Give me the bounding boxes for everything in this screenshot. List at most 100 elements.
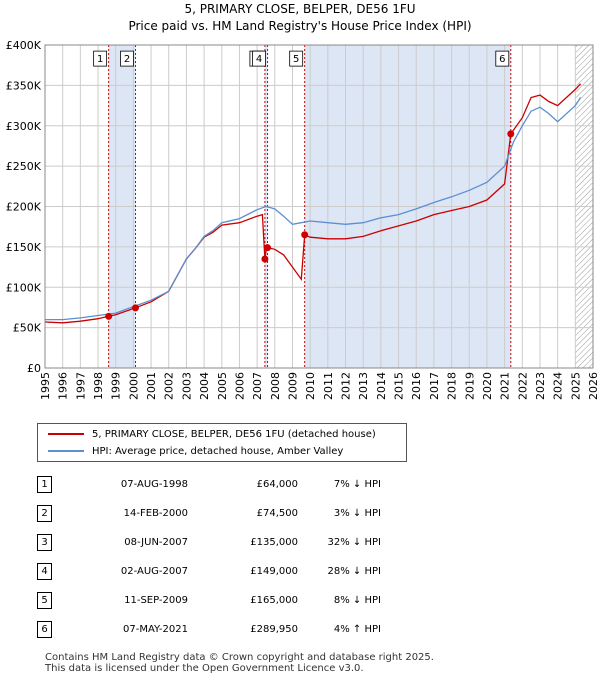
transaction-price: £289,950 xyxy=(250,624,298,635)
x-tick-label: 2007 xyxy=(251,372,264,400)
x-tick-label: 2005 xyxy=(216,372,229,400)
legend-label-hpi: HPI: Average price, detached house, Ambe… xyxy=(92,446,344,457)
property-price-line xyxy=(44,83,582,324)
transaction-date: 14-FEB-2000 xyxy=(123,508,188,519)
transaction-point xyxy=(261,255,269,263)
x-tick-label: 2004 xyxy=(198,372,211,400)
x-tick-label: 2014 xyxy=(375,372,388,400)
legend-swatch-blue xyxy=(48,450,84,452)
x-tick-label: 2022 xyxy=(516,372,529,400)
legend-entry-hpi: HPI: Average price, detached house, Ambe… xyxy=(48,444,343,460)
transaction-date: 11-SEP-2009 xyxy=(124,595,188,606)
legend-entry-property: 5, PRIMARY CLOSE, BELPER, DE56 1FU (deta… xyxy=(48,427,376,443)
x-tick-label: 2021 xyxy=(499,372,512,400)
transaction-hpi-diff: 3% ↓ HPI xyxy=(333,508,381,519)
y-tick-label: £50K xyxy=(13,322,42,335)
transaction-extra xyxy=(381,615,411,644)
y-tick-label: £100K xyxy=(6,281,42,294)
y-tick-label: £200K xyxy=(6,201,42,214)
table-row: 1 07-AUG-1998 £64,000 7% ↓ HPI xyxy=(37,470,411,499)
x-tick-label: 1996 xyxy=(57,372,70,400)
transaction-hpi-diff: 32% ↓ HPI xyxy=(327,537,381,548)
chart-title-line2: Price paid vs. HM Land Registry's House … xyxy=(128,19,472,33)
transaction-label-box xyxy=(495,50,510,67)
transaction-date: 08-JUN-2007 xyxy=(124,537,188,548)
transaction-extra xyxy=(381,586,411,615)
hpi-line xyxy=(45,97,582,321)
footer: Contains HM Land Registry data © Crown c… xyxy=(45,652,434,674)
transaction-number-badge: 1 xyxy=(37,476,52,493)
table-row: 4 02-AUG-2007 £149,000 28% ↓ HPI xyxy=(37,557,411,586)
x-tick-label: 2008 xyxy=(269,372,282,400)
y-tick-label: £350K xyxy=(6,79,42,92)
transaction-number-badge: 4 xyxy=(37,563,52,580)
transaction-number-badge: 5 xyxy=(37,592,52,609)
chart-title-line1: 5, PRIMARY CLOSE, BELPER, DE56 1FU xyxy=(184,2,416,16)
x-tick-label: 2000 xyxy=(127,372,140,400)
x-tick-label: 2024 xyxy=(552,372,565,400)
transaction-label-box xyxy=(93,50,108,67)
x-tick-label: 1998 xyxy=(92,372,105,400)
transaction-hpi-diff: 8% ↓ HPI xyxy=(333,595,381,606)
y-tick-label: £400K xyxy=(6,39,42,52)
transaction-number-badge: 2 xyxy=(37,505,52,522)
table-row: 3 08-JUN-2007 £135,000 32% ↓ HPI xyxy=(37,528,411,557)
transaction-date: 02-AUG-2007 xyxy=(120,566,188,577)
transaction-date: 07-AUG-1998 xyxy=(120,479,188,490)
transaction-extra xyxy=(381,470,411,499)
x-tick-label: 1997 xyxy=(74,372,87,400)
transaction-price: £74,500 xyxy=(256,508,298,519)
x-tick-label: 2026 xyxy=(587,372,600,400)
transaction-hpi-diff: 4% ↑ HPI xyxy=(333,624,381,635)
transaction-label-box xyxy=(252,50,266,67)
x-tick-label: 2011 xyxy=(322,372,335,400)
x-tick-label: 2001 xyxy=(145,372,158,400)
transaction-number-badge: 6 xyxy=(37,621,52,638)
x-tick-label: 2009 xyxy=(286,372,299,400)
footer-copyright: Contains HM Land Registry data © Crown c… xyxy=(45,652,434,663)
x-tick-label: 2019 xyxy=(463,372,476,400)
legend-label-property: 5, PRIMARY CLOSE, BELPER, DE56 1FU (deta… xyxy=(92,429,376,440)
transaction-number-badge: 3 xyxy=(37,534,52,551)
transaction-label: 6 xyxy=(499,54,505,65)
table-row: 2 14-FEB-2000 £74,500 3% ↓ HPI xyxy=(37,499,411,528)
transaction-hpi-diff: 28% ↓ HPI xyxy=(327,566,381,577)
x-tick-label: 2006 xyxy=(233,372,246,400)
y-tick-label: £150K xyxy=(6,241,42,254)
transaction-label: 4 xyxy=(256,54,262,65)
transaction-hpi-diff: 7% ↓ HPI xyxy=(333,479,381,490)
x-tick-label: 2013 xyxy=(357,372,370,400)
x-tick-label: 2016 xyxy=(410,372,423,400)
transaction-label-box xyxy=(120,50,134,67)
x-tick-label: 1999 xyxy=(110,372,123,400)
x-tick-label: 2010 xyxy=(304,372,317,400)
transaction-date: 07-MAY-2021 xyxy=(122,624,188,635)
chart-legend: 5, PRIMARY CLOSE, BELPER, DE56 1FU (deta… xyxy=(37,423,407,462)
plot-frame xyxy=(44,44,594,369)
transaction-point xyxy=(507,130,515,138)
transaction-price: £149,000 xyxy=(250,566,298,577)
transaction-label: 5 xyxy=(293,54,299,65)
y-tick-label: £300K xyxy=(6,120,42,133)
x-tick-label: 2023 xyxy=(534,372,547,400)
x-tick-label: 1995 xyxy=(39,372,52,400)
x-tick-label: 2003 xyxy=(180,372,193,400)
x-tick-label: 2012 xyxy=(340,372,353,400)
table-row: 5 11-SEP-2009 £165,000 8% ↓ HPI xyxy=(37,586,411,615)
transaction-point xyxy=(132,304,140,312)
y-tick-label: £250K xyxy=(6,160,42,173)
x-tick-label: 2020 xyxy=(481,372,494,400)
transaction-point xyxy=(301,231,309,239)
transaction-price: £165,000 xyxy=(250,595,298,606)
x-tick-label: 2002 xyxy=(163,372,176,400)
transaction-label-box xyxy=(289,50,304,67)
x-tick-label: 2017 xyxy=(428,372,441,400)
x-tick-label: 2025 xyxy=(569,372,582,400)
transaction-price: £135,000 xyxy=(250,537,298,548)
transaction-extra xyxy=(381,499,411,528)
transaction-price: £64,000 xyxy=(256,479,298,490)
transaction-label: 2 xyxy=(124,54,130,65)
table-row: 6 07-MAY-2021 £289,950 4% ↑ HPI xyxy=(37,615,411,644)
x-tick-label: 2018 xyxy=(446,372,459,400)
transaction-extra xyxy=(381,557,411,586)
